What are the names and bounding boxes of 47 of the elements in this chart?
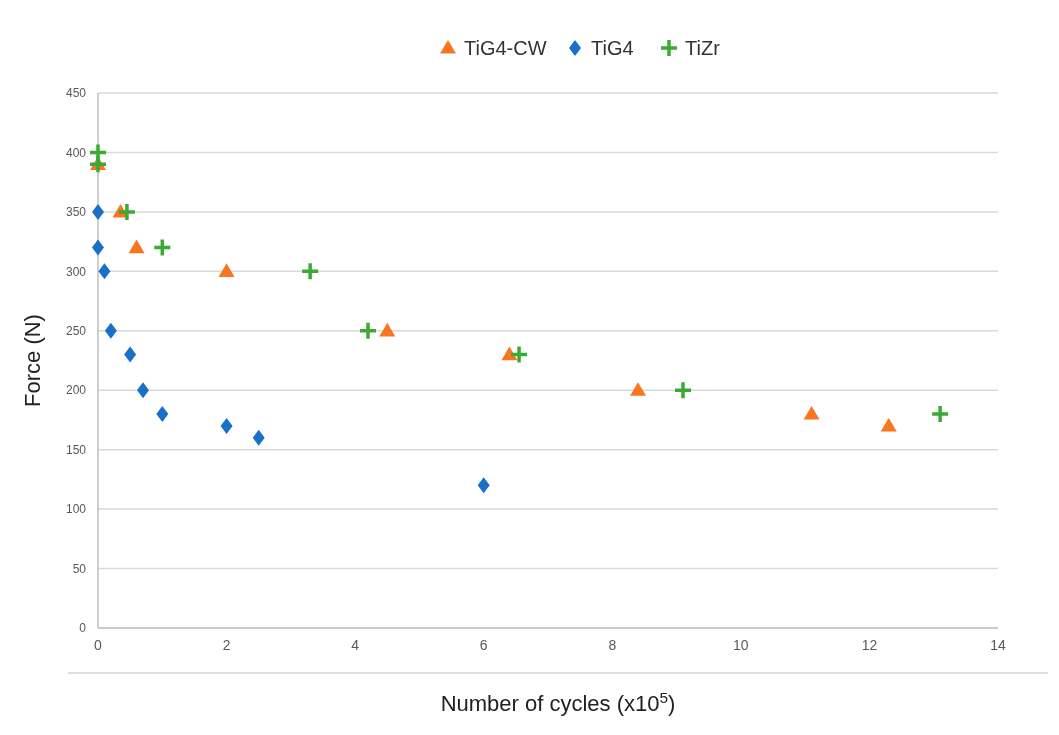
- x-tick-label: 12: [861, 637, 878, 653]
- point: [104, 322, 117, 339]
- point: [92, 203, 104, 220]
- y-tick-label: 400: [65, 145, 87, 160]
- y-axis-title: Force (N): [20, 314, 45, 407]
- x-tick-label: 8: [608, 637, 617, 653]
- x-tick-label: 0: [94, 637, 103, 653]
- point: [630, 382, 646, 396]
- point: [300, 261, 320, 282]
- point: [673, 380, 693, 400]
- y-tick-label: 0: [79, 621, 87, 636]
- legend-label: TiG4: [591, 37, 634, 59]
- point: [220, 417, 233, 434]
- point: [477, 477, 490, 494]
- point: [124, 346, 137, 363]
- x-tick-label: 2: [222, 637, 231, 653]
- point: [117, 202, 137, 222]
- point: [218, 263, 235, 277]
- point: [880, 417, 897, 432]
- point: [252, 429, 265, 446]
- y-tick-label: 150: [65, 442, 87, 457]
- y-tick-label: 200: [65, 383, 87, 398]
- x-tick-label: 10: [733, 637, 749, 653]
- y-tick-label: 250: [65, 323, 87, 338]
- legend-label: TiG4-CW: [464, 37, 547, 59]
- point: [509, 344, 529, 365]
- x-axis-title: Number of cycles (x10$^{5}$): [440, 688, 676, 716]
- x-tick-label: 4: [351, 637, 360, 653]
- y-tick-label: 350: [65, 205, 87, 220]
- y-tick-label: 50: [72, 561, 87, 576]
- x-tick-label: 6: [479, 637, 488, 653]
- point: [137, 382, 149, 399]
- y-tick-label: 450: [65, 86, 87, 101]
- point: [88, 154, 108, 175]
- point: [379, 322, 396, 337]
- point: [92, 239, 104, 256]
- y-tick-label: 100: [65, 502, 87, 517]
- point: [803, 406, 820, 420]
- legend-label: TiZr: [685, 37, 721, 59]
- point: [152, 237, 173, 258]
- y-tick-label: 300: [65, 264, 87, 279]
- point: [156, 406, 169, 422]
- x-tick-label: 14: [990, 637, 1006, 653]
- point: [930, 404, 950, 424]
- point: [98, 263, 111, 280]
- point: [128, 239, 145, 254]
- point: [358, 321, 378, 341]
